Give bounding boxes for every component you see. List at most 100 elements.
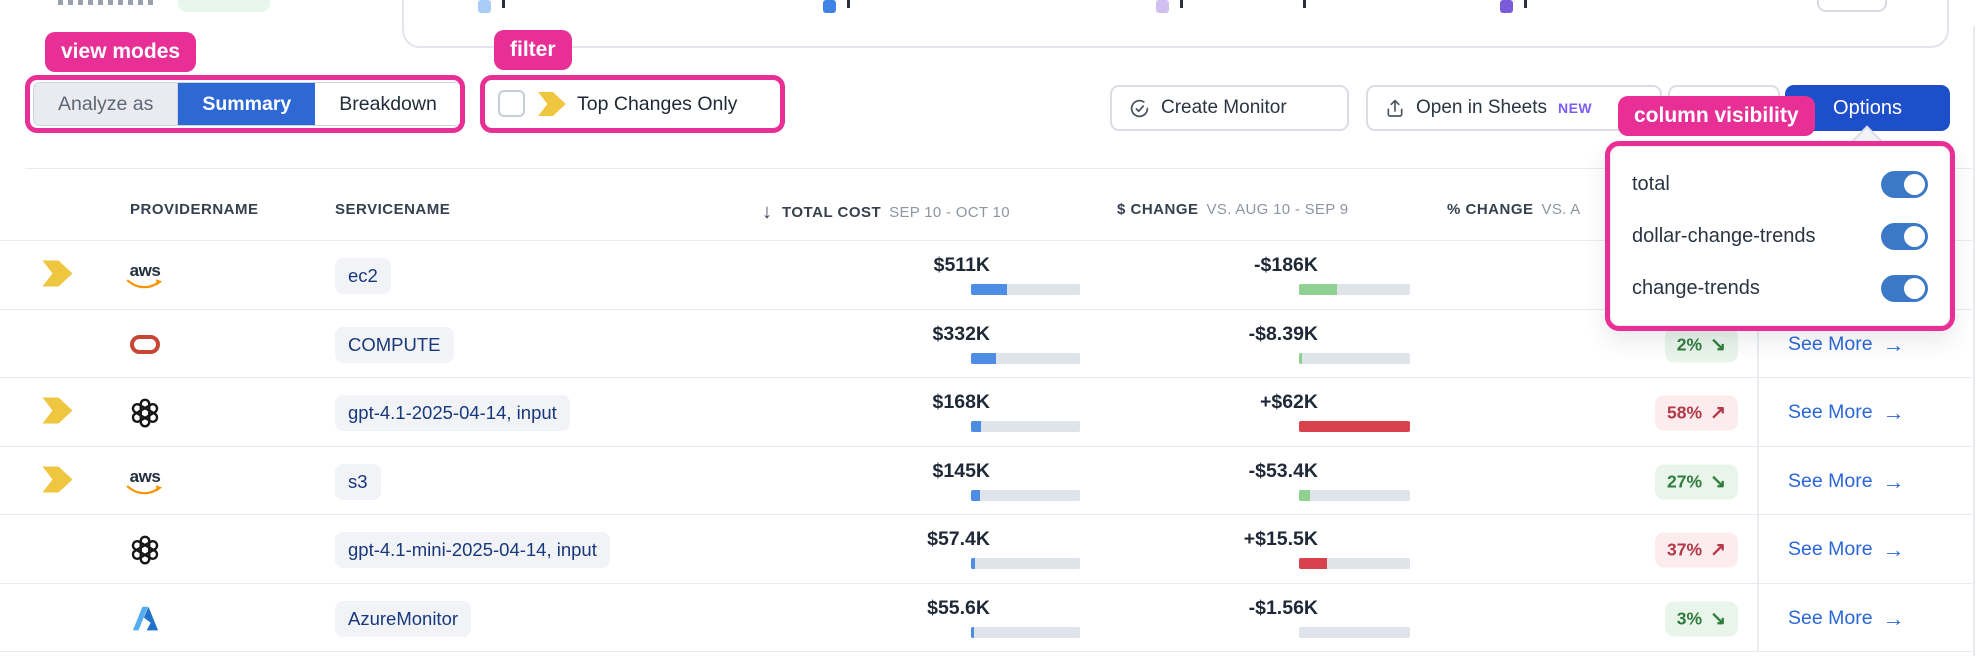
legend-text-fragment xyxy=(847,0,850,8)
total-cost-value: $332K xyxy=(932,323,990,345)
legend-swatch xyxy=(1156,0,1169,13)
provider-cell xyxy=(118,378,172,447)
header-total-cost[interactable]: ↓ TOTAL COST SEP 10 - OCT 10 xyxy=(762,201,1010,223)
top-change-flag-icon xyxy=(42,466,73,497)
trend-arrow-icon: ↗ xyxy=(1710,539,1726,560)
toggle-total[interactable] xyxy=(1881,170,1928,198)
toggle-dollar-change-trends[interactable] xyxy=(1881,222,1928,250)
dollar-change-value: -$1.56K xyxy=(1248,597,1318,619)
analyze-as-segmented-control: Analyze as Summary Breakdown xyxy=(33,82,462,126)
percent-change-badge: 2% ↘ xyxy=(1664,327,1738,362)
dollar-change-bar xyxy=(1299,284,1410,295)
menu-item-total: total xyxy=(1632,170,1928,198)
table-row: COMPUTE $332K -$8.39K 2% ↘ See More → xyxy=(0,309,1972,379)
monitor-icon xyxy=(1130,99,1149,117)
see-more-link[interactable]: See More → xyxy=(1788,468,1905,494)
create-monitor-button[interactable]: Create Monitor xyxy=(1110,85,1349,131)
openai-logo-icon xyxy=(131,535,159,564)
provider-cell xyxy=(118,515,172,584)
service-name-pill[interactable]: AzureMonitor xyxy=(335,600,472,637)
share-upload-icon xyxy=(1387,99,1403,117)
menu-item-label: dollar-change-trends xyxy=(1632,224,1816,247)
header-providername[interactable]: PROVIDERNAME xyxy=(130,201,259,218)
dollar-change-bar xyxy=(1299,627,1410,638)
dollar-change-value: -$53.4K xyxy=(1248,460,1318,482)
green-pill-fragment xyxy=(178,0,270,12)
provider-cell xyxy=(118,310,172,379)
legend-text-fragment xyxy=(502,0,505,8)
dollar-change-bar xyxy=(1299,353,1410,364)
options-label: Options xyxy=(1833,96,1902,119)
percent-change-badge: 3% ↘ xyxy=(1664,601,1738,636)
sort-descending-icon: ↓ xyxy=(762,201,772,223)
open-in-sheets-label: Open in Sheets xyxy=(1416,97,1547,118)
service-name-pill[interactable]: s3 xyxy=(335,463,381,500)
header-dollar-change[interactable]: $ CHANGE VS. AUG 10 - SEP 9 xyxy=(1117,201,1349,218)
trend-arrow-icon: ↘ xyxy=(1710,334,1726,355)
right-arrow-icon: → xyxy=(1882,331,1905,357)
total-cost-value: $168K xyxy=(932,391,990,413)
open-in-sheets-button[interactable]: Open in Sheets NEW xyxy=(1366,85,1662,131)
see-more-link[interactable]: See More → xyxy=(1788,536,1905,562)
view-mode-summary[interactable]: Summary xyxy=(178,83,316,125)
right-arrow-icon: → xyxy=(1882,605,1905,631)
see-more-link[interactable]: See More → xyxy=(1788,331,1905,357)
see-more-link[interactable]: See More → xyxy=(1788,399,1905,425)
service-name-pill[interactable]: gpt-4.1-mini-2025-04-14, input xyxy=(335,531,610,568)
menu-item-change-trends: change-trends xyxy=(1632,274,1928,302)
service-name-pill[interactable]: gpt-4.1-2025-04-14, input xyxy=(335,394,570,431)
menu-item-label: change-trends xyxy=(1632,276,1760,299)
legend-swatch xyxy=(1500,0,1513,13)
trend-arrow-icon: ↘ xyxy=(1710,608,1726,629)
legend-swatch xyxy=(478,0,491,13)
trend-arrow-icon: ↘ xyxy=(1710,471,1726,492)
percent-change-badge: 37% ↗ xyxy=(1655,532,1738,567)
dotted-line-fragment xyxy=(58,0,158,5)
annotation-view-modes: view modes xyxy=(45,32,197,72)
analyze-as-label: Analyze as xyxy=(34,83,179,125)
dollar-change-value: +$15.5K xyxy=(1243,528,1318,550)
total-cost-value: $57.4K xyxy=(927,528,990,550)
new-badge: NEW xyxy=(1557,100,1593,116)
menu-item-label: total xyxy=(1632,172,1670,195)
dollar-change-bar xyxy=(1299,490,1410,501)
azure-logo-icon xyxy=(132,606,158,631)
top-changes-flag-icon xyxy=(537,92,567,121)
table-row: aws s3 $145K -$53.4K 27% ↘ See More → xyxy=(0,446,1972,516)
table-row: AzureMonitor $55.6K -$1.56K 3% ↘ See More → xyxy=(0,583,1972,653)
header-servicename[interactable]: SERVICENAME xyxy=(335,201,451,218)
column-visibility-popup: total dollar-change-trends change-trends xyxy=(1605,141,1955,331)
total-cost-value: $55.6K xyxy=(927,597,990,619)
right-arrow-icon: → xyxy=(1882,536,1905,562)
provider-cell xyxy=(118,584,172,653)
oracle-logo-icon xyxy=(130,335,160,354)
annotation-column-visibility: column visibility xyxy=(1618,96,1815,136)
chart-toolbar-button-fragment xyxy=(1817,0,1887,12)
total-cost-bar xyxy=(971,353,1080,364)
table-bottom-border xyxy=(0,651,1972,652)
header-percent-change[interactable]: % CHANGE VS. A xyxy=(1447,201,1581,218)
provider-cell: aws xyxy=(118,447,172,516)
column-divider xyxy=(1757,240,1759,651)
openai-logo-icon xyxy=(131,398,159,427)
dollar-change-value: -$8.39K xyxy=(1248,323,1318,345)
percent-change-badge: 27% ↘ xyxy=(1655,464,1738,499)
see-more-link[interactable]: See More → xyxy=(1788,605,1905,631)
top-changes-checkbox[interactable] xyxy=(498,90,525,117)
legend-swatch xyxy=(823,0,836,13)
service-name-pill[interactable]: COMPUTE xyxy=(335,326,454,363)
right-arrow-icon: → xyxy=(1882,468,1905,494)
table-row: gpt-4.1-mini-2025-04-14, input $57.4K +$15… xyxy=(0,514,1972,584)
page-edge-line xyxy=(1973,26,1975,656)
total-cost-value: $145K xyxy=(932,460,990,482)
service-name-pill[interactable]: ec2 xyxy=(335,257,391,294)
view-mode-breakdown[interactable]: Breakdown xyxy=(315,83,461,125)
provider-cell: aws xyxy=(118,241,172,310)
annotation-outline-filter xyxy=(480,75,785,133)
total-cost-bar xyxy=(971,284,1080,295)
toggle-change-trends[interactable] xyxy=(1881,274,1928,302)
menu-item-dollar-change-trends: dollar-change-trends xyxy=(1632,222,1928,250)
right-arrow-icon: → xyxy=(1882,399,1905,425)
dollar-change-value: +$62K xyxy=(1259,391,1318,413)
